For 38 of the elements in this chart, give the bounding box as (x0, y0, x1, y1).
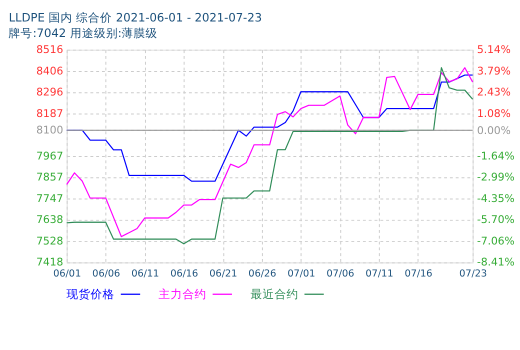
x-tick-label: 07/01 (287, 268, 316, 280)
y-tick-label: 7857 (36, 170, 64, 184)
y2-tick-label: -8.41% (476, 256, 515, 269)
chart-subtitle: 牌号:7042 用途级别:薄膜级 (8, 26, 158, 40)
y-tick-label: 8187 (36, 106, 64, 120)
y2-tick-label: -2.99% (476, 170, 515, 184)
y2-tick-label: 2.43% (476, 86, 511, 99)
x-tick-label: 07/16 (404, 268, 432, 280)
x-tick-label: 06/21 (209, 268, 238, 280)
y2-tick-label: -5.70% (476, 213, 515, 226)
y2-tick-label: 5.14% (476, 43, 511, 56)
x-tick-label: 06/16 (170, 268, 198, 280)
y-tick-label: 7418 (36, 256, 64, 269)
y-tick-label: 8100 (36, 124, 64, 137)
x-tick-label: 07/23 (459, 268, 488, 280)
x-tick-label: 06/11 (131, 268, 160, 280)
legend-label: 主力合约 (158, 287, 207, 302)
x-tick-label: 07/06 (326, 268, 354, 280)
x-tick-label: 06/26 (248, 268, 276, 280)
x-tick-label: 06/06 (92, 268, 120, 280)
legend-label: 最近合约 (250, 287, 298, 302)
legend-label: 现货价格 (66, 287, 115, 302)
y2-tick-label: 1.08% (476, 106, 511, 120)
y-tick-label: 7747 (36, 192, 64, 206)
y-tick-label: 8516 (36, 43, 64, 56)
y2-tick-label: -4.35% (476, 192, 515, 206)
y2-tick-label: -1.64% (476, 149, 515, 162)
y2-tick-label: 3.79% (476, 64, 511, 78)
y2-tick-label: 0.00% (476, 124, 511, 137)
y-tick-label: 8406 (36, 64, 64, 78)
y-tick-label: 7528 (36, 234, 64, 248)
x-tick-label: 07/11 (366, 268, 394, 280)
chart-title: LLDPE 国内 综合价 2021-06-01 - 2021-07-23 (8, 10, 262, 25)
y2-tick-label: -7.06% (476, 234, 515, 248)
x-tick-label: 06/01 (53, 268, 82, 280)
y-tick-label: 7638 (36, 213, 64, 226)
y-tick-label: 7967 (36, 149, 64, 162)
y-tick-label: 8296 (36, 86, 64, 99)
